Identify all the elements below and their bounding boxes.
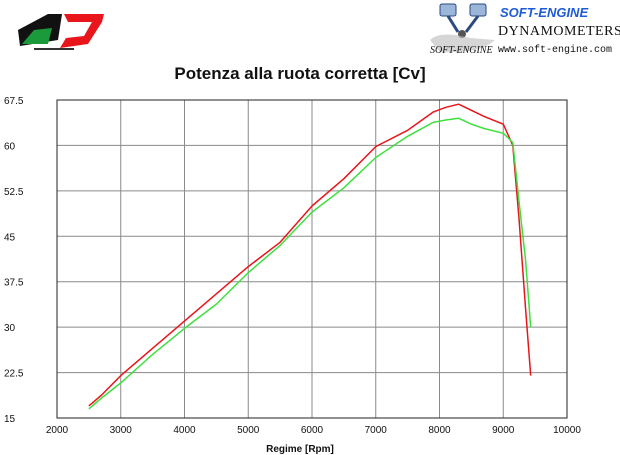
y-tick-label: 37.5 [4,278,24,289]
x-tick-label: 9000 [492,425,515,436]
brand-tagline: DYNAMOMETERS [498,24,620,39]
x-tick-label: 10000 [553,425,581,436]
series-line-1 [88,103,532,407]
x-tick-label: 6000 [301,425,324,436]
y-tick-label: 52.5 [4,187,24,198]
x-axis-label: Regime [Rpm] [266,444,334,455]
series-group [88,103,532,410]
y-tick-label: 45 [4,232,16,243]
y-tick-label: 60 [4,141,16,152]
y-tick-label: 15 [4,414,16,425]
brand-script: SOFT-ENGINE [430,45,493,56]
brand-url: www.soft-engine.com [498,44,612,56]
chart-title: Potenza alla ruota corretta [Cv] [174,64,425,83]
soft-engine-brand: SOFT-ENGINE DYNAMOMETERS SOFT-ENGINE www… [430,3,620,56]
x-tick-label: 2000 [46,425,69,436]
x-tick-label: 7000 [365,425,388,436]
x-tick-label: 8000 [428,425,451,436]
y-tick-label: 22.5 [4,369,24,380]
plot-frame [56,99,568,419]
qd-exhaust-logo [18,14,104,50]
series-line-2 [88,117,532,410]
x-tick-label: 4000 [173,425,196,436]
y-tick-label: 30 [4,323,16,334]
tick-labels: 2000 3000 4000 5000 6000 7000 8000 9000 10000 15 2… [4,96,581,436]
brand-name: SOFT-ENGINE [500,5,588,20]
grid [56,99,568,419]
x-tick-label: 3000 [110,425,133,436]
y-tick-label: 67.5 [4,96,24,107]
piston-icon [430,3,495,53]
x-tick-label: 5000 [237,425,260,436]
